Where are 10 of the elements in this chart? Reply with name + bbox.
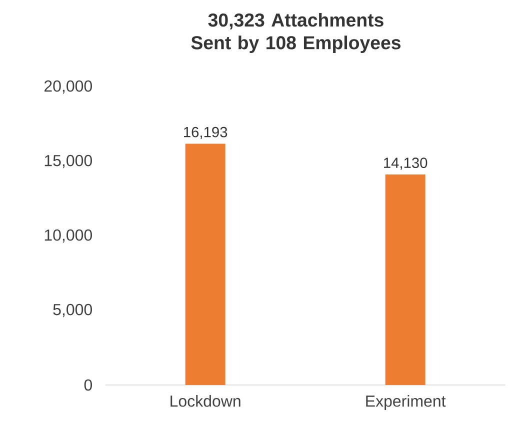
data-label: 14,130: [384, 158, 428, 170]
y-tick-label: 0: [84, 379, 92, 391]
x-tick-label: Experiment: [366, 395, 446, 410]
y-tick-label: 5,000: [53, 304, 92, 318]
x-tick-label: Lockdown: [170, 395, 240, 407]
y-tick-label: 10,000: [44, 229, 92, 243]
data-label: 16,193: [184, 126, 228, 140]
chart-title: 30,323 Attachments Sent by 108 Employees: [191, 12, 401, 54]
y-tick-label: 15,000: [44, 154, 92, 168]
y-tick-label: 20,000: [44, 80, 92, 94]
